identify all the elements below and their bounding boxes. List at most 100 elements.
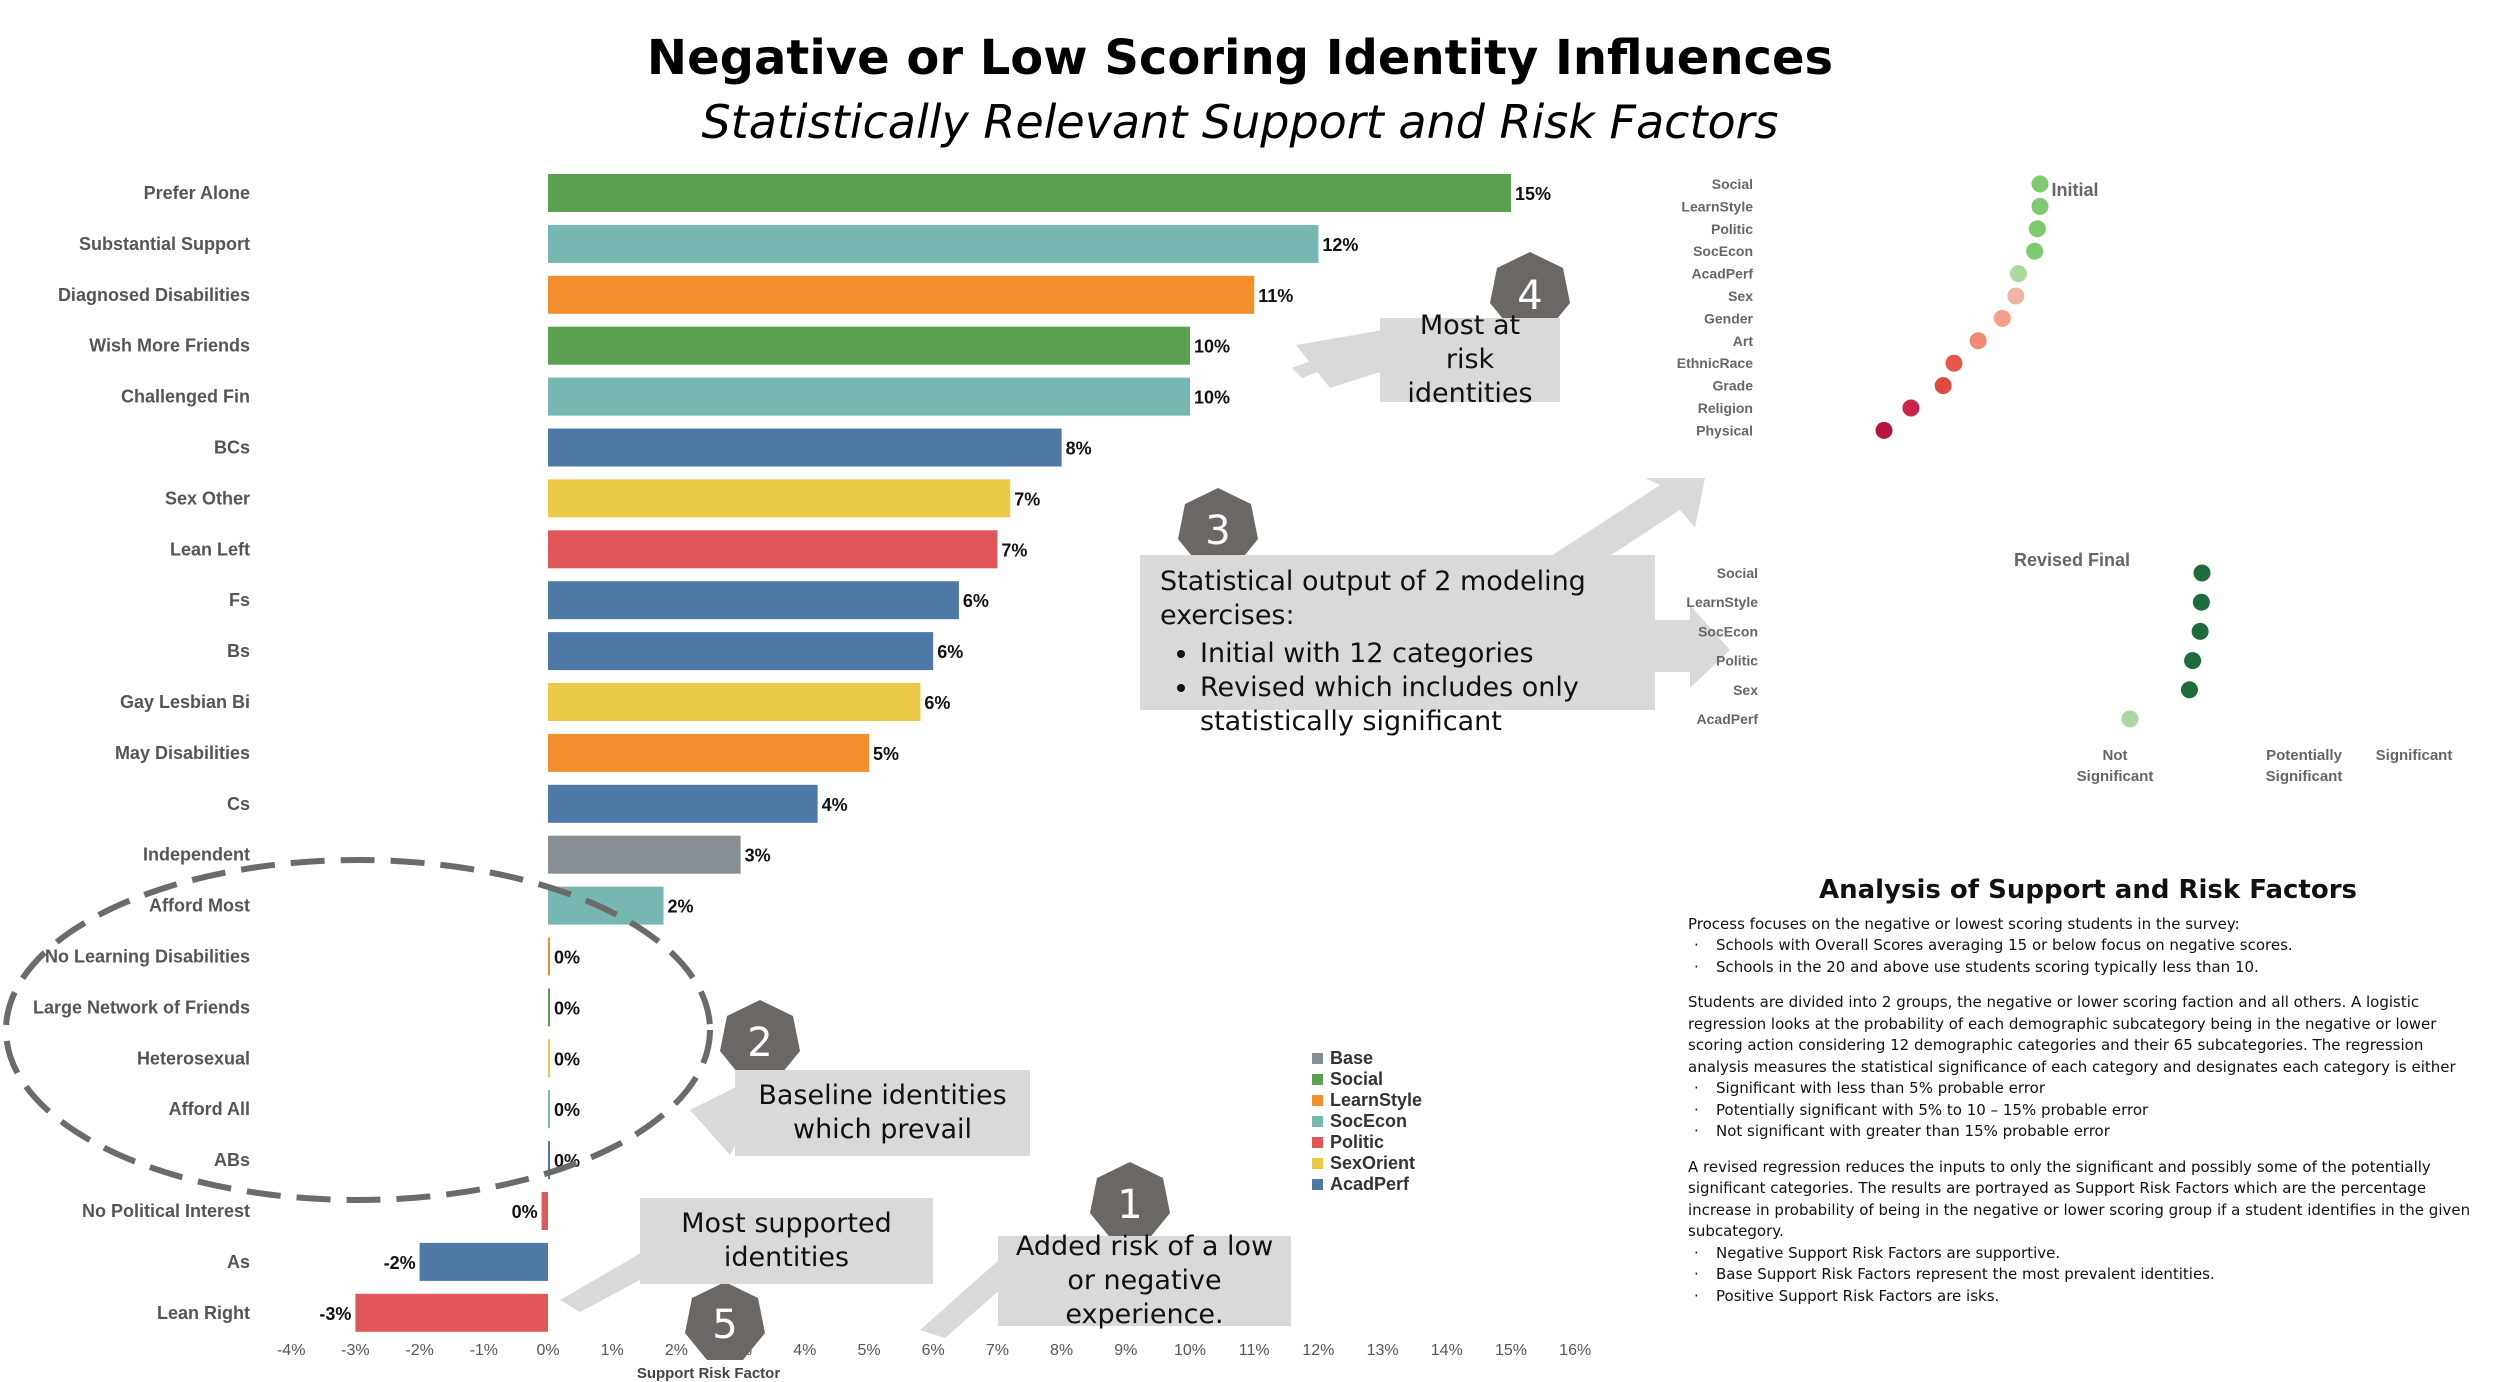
callout-baseline: Baseline identities which prevail xyxy=(735,1070,1030,1156)
bar xyxy=(548,1090,550,1129)
bar xyxy=(548,835,741,874)
bar xyxy=(548,733,869,772)
analysis-paragraph: Process focuses on the negative or lowes… xyxy=(1688,914,2240,933)
legend-label: Politic xyxy=(1330,1132,1384,1152)
dotplot-category-label: Sex xyxy=(1733,682,1758,698)
bar xyxy=(548,326,1190,365)
legend-label: Social xyxy=(1330,1069,1383,1089)
category-label: As xyxy=(227,1252,250,1272)
bar xyxy=(548,784,818,823)
bar-value-label: 12% xyxy=(1322,235,1358,255)
badge-3: 3 xyxy=(1205,508,1231,554)
legend-label: Base xyxy=(1330,1048,1373,1068)
bar xyxy=(548,937,550,976)
dotplot-point xyxy=(2184,652,2202,670)
category-label: Diagnosed Disabilities xyxy=(58,285,250,305)
bar xyxy=(541,1192,548,1230)
bar-value-label: 0% xyxy=(554,1100,580,1120)
bar xyxy=(548,1039,550,1078)
category-label: Wish More Friends xyxy=(89,336,250,356)
dotplot-category-label: Grade xyxy=(1713,378,1754,394)
bar-value-label: 8% xyxy=(1066,439,1092,459)
bar-value-label: 7% xyxy=(1001,540,1027,560)
dotplot-point xyxy=(2180,681,2198,699)
dotplot-point xyxy=(2192,593,2210,611)
dotplot-point xyxy=(1902,399,1920,417)
x-tick-label: 2% xyxy=(665,1342,688,1359)
legend-swatch xyxy=(1312,1095,1323,1106)
x-tick-label: 8% xyxy=(1050,1342,1073,1359)
bar-value-label: 0% xyxy=(554,1049,580,1069)
bar-value-label: 6% xyxy=(937,642,963,662)
dotplot-x-label: Potentially Significant xyxy=(2266,747,2343,785)
analysis-panel: Analysis of Support and Risk Factors Pro… xyxy=(1688,875,2488,1321)
analysis-item: Negative Support Risk Factors are suppor… xyxy=(1688,1243,2488,1265)
bar-value-label: 0% xyxy=(554,948,580,968)
dotplot-category-label: Politic xyxy=(1716,653,1758,669)
x-tick-label: 10% xyxy=(1174,1342,1206,1359)
x-tick-label: 16% xyxy=(1559,1342,1591,1359)
category-label: Afford All xyxy=(169,1099,250,1119)
category-label: Fs xyxy=(229,590,250,610)
analysis-item: Potentially significant with 5% to 10 – … xyxy=(1688,1100,2488,1122)
dotplot-point xyxy=(2121,710,2139,728)
analysis-paragraph: Students are divided into 2 groups, the … xyxy=(1688,993,2456,1076)
bar-value-label: 0% xyxy=(512,1202,538,1222)
dotplot-category-label: Social xyxy=(1717,565,1758,581)
dotplot-category-label: EthnicRace xyxy=(1677,355,1753,371)
category-label: May Disabilities xyxy=(115,743,250,763)
badge-4: 4 xyxy=(1517,273,1543,319)
dotplot-category-label: Physical xyxy=(1696,422,1753,438)
badge-1: 1 xyxy=(1117,1182,1143,1228)
dotplot-category-label: Sex xyxy=(1728,288,1753,304)
analysis-item: Positive Support Risk Factors are isks. xyxy=(1688,1286,2488,1308)
category-label: Challenged Fin xyxy=(121,387,250,407)
category-label: No Political Interest xyxy=(82,1201,250,1221)
bar-value-label: 3% xyxy=(745,846,771,866)
analysis-item: Schools with Overall Scores averaging 15… xyxy=(1688,935,2488,957)
legend-label: SocEcon xyxy=(1330,1111,1407,1131)
legend-swatch xyxy=(1312,1116,1323,1127)
bar xyxy=(548,632,934,671)
callout-3-list: Initial with 12 categories Revised which… xyxy=(1160,637,1635,739)
dotplot-category-label: Religion xyxy=(1698,400,1753,416)
bar-value-label: 0% xyxy=(554,1151,580,1171)
analysis-list: Negative Support Risk Factors are suppor… xyxy=(1688,1243,2488,1308)
dotplot-x-label: Not Significant xyxy=(2077,747,2154,785)
dotplot-point xyxy=(2009,265,2027,283)
dotplot-category-label: SocEcon xyxy=(1693,243,1753,259)
dotplot-point xyxy=(1934,377,1952,395)
chart-subtitle: Statistically Relevant Support and Risk … xyxy=(701,95,1779,149)
bar xyxy=(548,377,1190,416)
bar-value-label: 7% xyxy=(1014,489,1040,509)
bar-value-label: 6% xyxy=(924,693,950,713)
bar-value-label: 5% xyxy=(873,744,899,764)
bar xyxy=(548,224,1319,263)
category-label: Heterosexual xyxy=(137,1048,250,1068)
bar-value-label: 4% xyxy=(822,795,848,815)
x-tick-label: 6% xyxy=(922,1342,945,1359)
legend-swatch xyxy=(1312,1074,1323,1085)
dotplot-category-label: Politic xyxy=(1711,221,1753,237)
callout-3-item: Initial with 12 categories xyxy=(1200,637,1635,671)
dotplot-category-label: Social xyxy=(1712,176,1753,192)
bar xyxy=(548,683,921,721)
analysis-title: Analysis of Support and Risk Factors xyxy=(1818,875,2358,905)
category-label: Large Network of Friends xyxy=(33,997,250,1017)
x-tick-label: 9% xyxy=(1114,1342,1137,1359)
x-tick-label: 15% xyxy=(1495,1342,1527,1359)
legend-swatch xyxy=(1312,1053,1323,1064)
bar-value-label: -3% xyxy=(319,1304,351,1324)
bar xyxy=(548,988,550,1027)
analysis-item: Significant with less than 5% probable e… xyxy=(1688,1078,2488,1100)
dotplot-point xyxy=(1993,309,2011,327)
category-label: ABs xyxy=(214,1150,250,1170)
bar xyxy=(548,1141,550,1180)
dotplot-point xyxy=(2191,622,2209,640)
legend-swatch xyxy=(1312,1137,1323,1148)
category-label: Independent xyxy=(143,845,250,865)
legend-swatch xyxy=(1312,1158,1323,1169)
dotplot-point xyxy=(2026,242,2044,260)
bar xyxy=(548,428,1062,467)
dotplot-point xyxy=(2031,197,2049,215)
